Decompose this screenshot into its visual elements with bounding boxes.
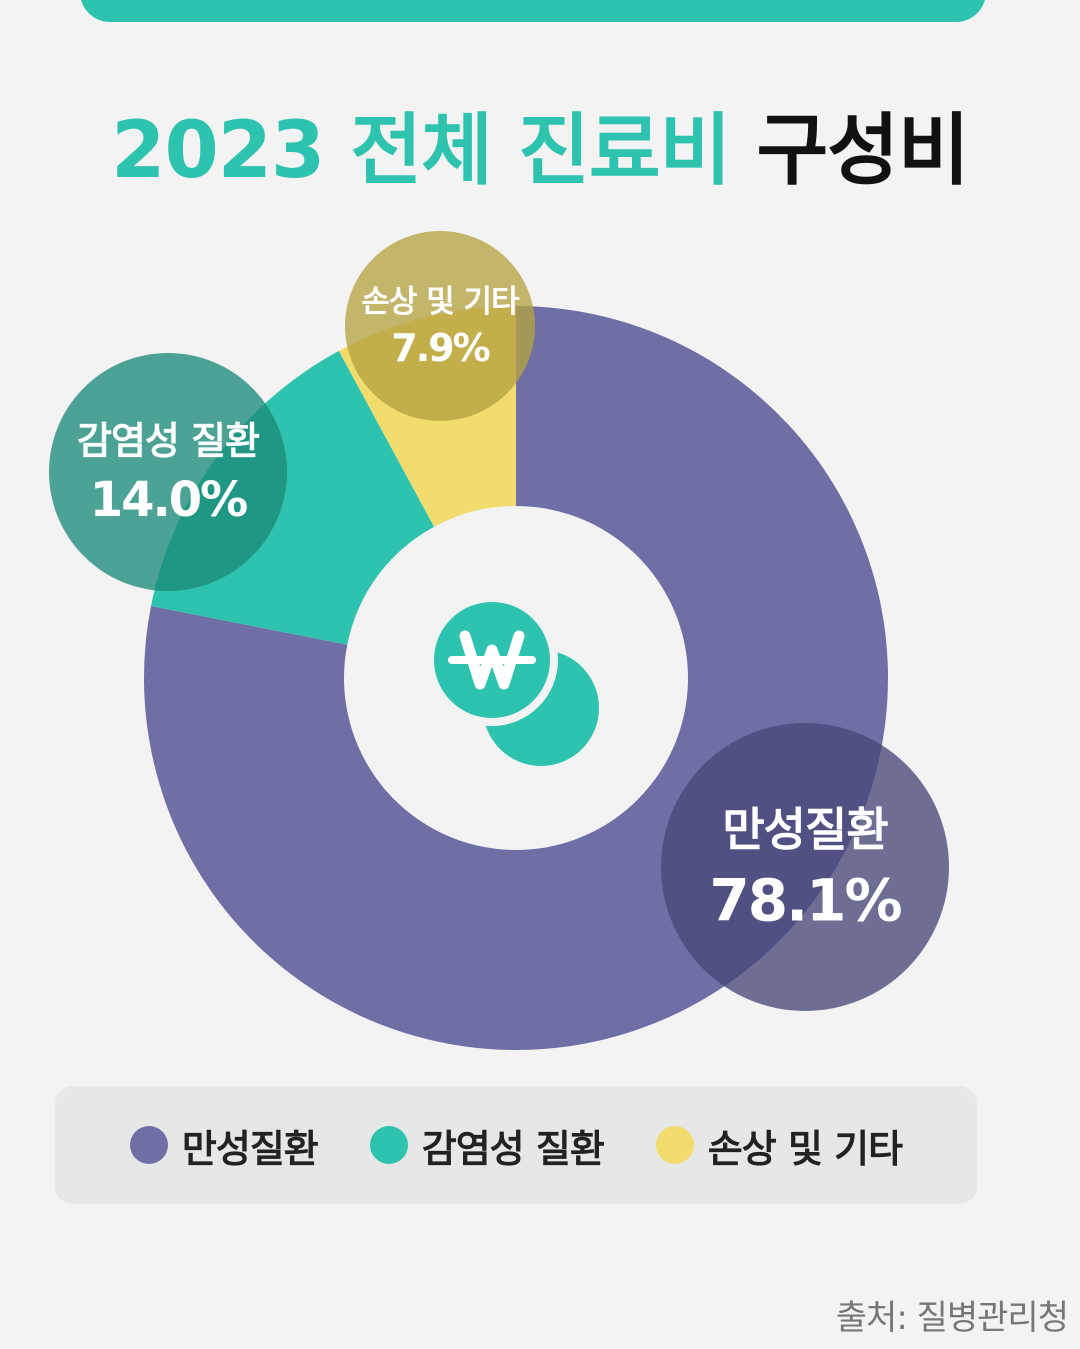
page-title: 2023 전체 진료비 구성비 [0,88,1080,200]
legend-label-injury: 손상 및 기타 [707,1126,903,1171]
legend-item-chronic: 만성질환 [129,1118,319,1173]
legend-label-infection: 감염성 질환 [421,1126,605,1171]
legend-label-chronic: 만성질환 [181,1126,319,1171]
bubble-label-chronic: 만성질환 [722,802,888,856]
legend-swatch-injury [655,1126,694,1164]
title-accent: 2023 전체 진료비 [111,106,731,196]
legend-item-injury: 손상 및 기타 [655,1118,903,1173]
data-label-infection: 14.0% [90,472,247,528]
won-symbol-icon [459,630,525,690]
bubble-infection [49,353,287,591]
data-label-injury: 7.9% [391,326,489,370]
bubble-label-infection: 감염성 질환 [77,419,260,463]
bubble-injury [345,231,535,421]
legend-swatch-chronic [129,1126,168,1164]
donut-chart: 만성질환 78.1% 감염성 질환 14.0% 손상 및 기타 7.9% [49,231,949,1050]
bubble-chronic [661,723,949,1011]
bubble-label-injury: 손상 및 기타 [361,284,520,320]
legend-item-infection: 감염성 질환 [369,1118,605,1173]
source-note: 출처: 질병관리청 [835,1298,1069,1338]
top-banner-bar [80,0,986,22]
legend: 만성질환 감염성 질환 손상 및 기타 [55,1086,977,1204]
legend-swatch-infection [369,1126,408,1164]
title-dark: 구성비 [756,106,970,196]
data-label-chronic: 78.1% [709,866,901,934]
